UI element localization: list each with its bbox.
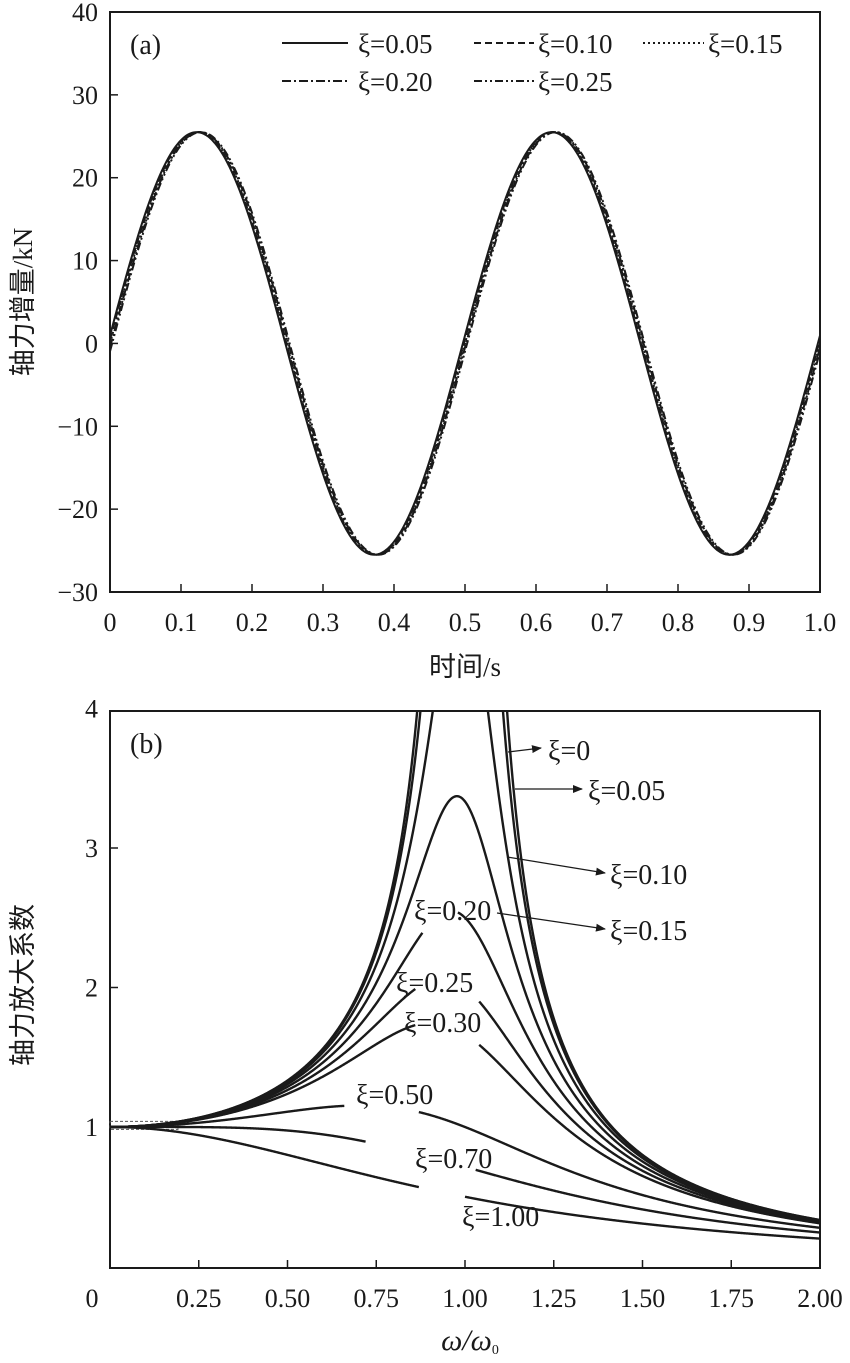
- panel-b-x-tick-label: 0.75: [354, 1284, 400, 1313]
- curve-label-xi-0-20: ξ=0.20: [414, 896, 491, 927]
- panel-b-x-tick-label: 0.25: [176, 1284, 222, 1313]
- panel-b-x-axis-label-main: ω/ω: [441, 1324, 492, 1357]
- callout-arrow-xi-0-10: [506, 856, 606, 876]
- panel-a-y-tick-label: 10: [72, 247, 98, 276]
- curve-label-xi-0-05: ξ=0.05: [588, 776, 665, 807]
- panel-a-x-tick-label: 0.4: [378, 608, 411, 637]
- panel-b-x-tick-label: 1.50: [620, 1284, 666, 1313]
- panel-b-y-axis-label: 轴力放大系数: [8, 904, 38, 1066]
- panel-a-y-tick-label: −20: [57, 495, 98, 524]
- panel-b-x-ticks: 0 0.25 0.50 0.75 1.00 1.25 1.50 1.75 2.00: [86, 1260, 843, 1313]
- panel-b-x-tick-label: 2.00: [797, 1284, 843, 1313]
- panel-b-label: (b): [130, 729, 163, 760]
- panel-a-frame: [109, 11, 821, 593]
- panel-b-callouts: [496, 745, 606, 932]
- panel-a-y-tick-label: 0: [85, 329, 98, 358]
- panel-b-x-axis-label-subscript: 0: [492, 1343, 499, 1358]
- panel-a-curve-xi-0-10: [109, 131, 821, 556]
- panel-a-y-tick-label: −10: [57, 412, 98, 441]
- curve-label-xi-0: ξ=0: [548, 736, 590, 767]
- panel-a-y-tick-label: 40: [72, 0, 98, 27]
- curve-label-xi-0-70: ξ=0.70: [415, 1144, 492, 1175]
- callout-arrow-xi-0-15: [496, 912, 606, 932]
- panel-a-label: (a): [130, 30, 161, 61]
- panel-b-curve-labels: ξ=0 ξ=0.05 ξ=0.10 ξ=0.15 ξ=0.20 ξ=0.25 ξ…: [356, 736, 687, 1233]
- panel-b-x-axis-label: ω/ω0: [441, 1324, 499, 1358]
- panel-a-x-tick-label: 0.6: [520, 608, 553, 637]
- panel-a-series: [109, 131, 821, 556]
- curve-label-xi-0-10: ξ=0.10: [610, 860, 687, 891]
- panel-a-y-tick-label: 30: [72, 81, 98, 110]
- curve-label-xi-0-50: ξ=0.50: [356, 1080, 433, 1111]
- panel-a-x-tick-label: 1.0: [804, 608, 837, 637]
- curve-label-xi-1-00: ξ=1.00: [462, 1202, 539, 1233]
- panel-a-x-tick-label: 0: [104, 608, 117, 637]
- panel-b-y-tick-label: 4: [85, 695, 98, 724]
- panel-a-x-tick-label: 0.2: [236, 608, 269, 637]
- panel-a-y-tick-label: −30: [57, 578, 98, 607]
- legend-label-xi-0-15: ξ=0.15: [708, 29, 783, 59]
- panel-b-x-tick-label: 1.00: [442, 1284, 488, 1313]
- panel-a-y-ticks: 40 30 20 10 0 −10 −20 −30: [57, 0, 118, 607]
- panel-a-x-tick-label: 0.1: [165, 608, 198, 637]
- panel-b-x-tick-label: 1.75: [709, 1284, 755, 1313]
- legend-label-xi-0-05: ξ=0.05: [358, 29, 433, 59]
- legend-label-xi-0-10: ξ=0.10: [538, 29, 613, 59]
- panel-b-y-tick-label: 2: [85, 974, 98, 1003]
- panel-b-curve-xi-0-20: [110, 911, 820, 1223]
- panel-b-y-tick-label: 1: [85, 1113, 98, 1142]
- curve-label-xi-0-15: ξ=0.15: [610, 916, 687, 947]
- panel-b-curve-xi-0-05: [110, 711, 820, 1222]
- panel-a-x-tick-label: 0.9: [733, 608, 766, 637]
- legend-label-xi-0-20: ξ=0.20: [358, 67, 433, 97]
- panel-b-amplification: (b) 0 0.25 0.50 0.75 1.00 1.25 1.50 1.75 2.00 4 3…: [8, 695, 843, 1359]
- panel-a-x-tick-label: 0.7: [591, 608, 624, 637]
- panel-b-x-tick-label: 0: [86, 1284, 99, 1313]
- panel-a-x-tick-label: 0.8: [662, 608, 695, 637]
- panel-b-curve-xi-0-70: [110, 1125, 820, 1234]
- panel-a-legend: ξ=0.05 ξ=0.10 ξ=0.15 ξ=0.20 ξ=0.25: [282, 29, 783, 97]
- panel-a-x-tick-label: 0.3: [307, 608, 340, 637]
- panel-b-series: [110, 711, 820, 1240]
- curve-label-xi-0-25: ξ=0.25: [396, 968, 473, 999]
- panel-a-y-axis-label: 轴力增量/kN: [8, 228, 38, 377]
- panel-b-x-tick-label: 0.50: [265, 1284, 311, 1313]
- panel-a-curve-xi-0-20: [109, 131, 821, 556]
- panel-b-curve-xi-1-00: [110, 1125, 820, 1240]
- panel-a-x-ticks: 0 0.1 0.2 0.3 0.4 0.5 0.6 0.7 0.8 0.9 1.0: [104, 584, 837, 637]
- panel-b-y-ticks: 4 3 2 1: [85, 695, 179, 1142]
- panel-b-x-tick-label: 1.25: [531, 1284, 577, 1313]
- panel-a-x-axis-label: 时间/s: [429, 652, 501, 682]
- callout-arrow-xi-0: [507, 745, 542, 754]
- panel-a-y-tick-label: 20: [72, 164, 98, 193]
- panel-a-curve-xi-0-25: [109, 131, 821, 556]
- panel-b-y-tick-label: 3: [85, 834, 98, 863]
- panel-b-curve-xi-0: [110, 711, 820, 1222]
- panel-a-curve-xi-0-15: [109, 131, 821, 556]
- curve-label-xi-0-30: ξ=0.30: [404, 1008, 481, 1039]
- panel-a-x-tick-label: 0.5: [449, 608, 482, 637]
- legend-label-xi-0-25: ξ=0.25: [538, 67, 613, 97]
- panel-a-time-history: (a) 0 0.1 0.2 0.3 0.4 0.5 0.6 0.7 0.8 0.9 1.0 40 30…: [8, 0, 836, 682]
